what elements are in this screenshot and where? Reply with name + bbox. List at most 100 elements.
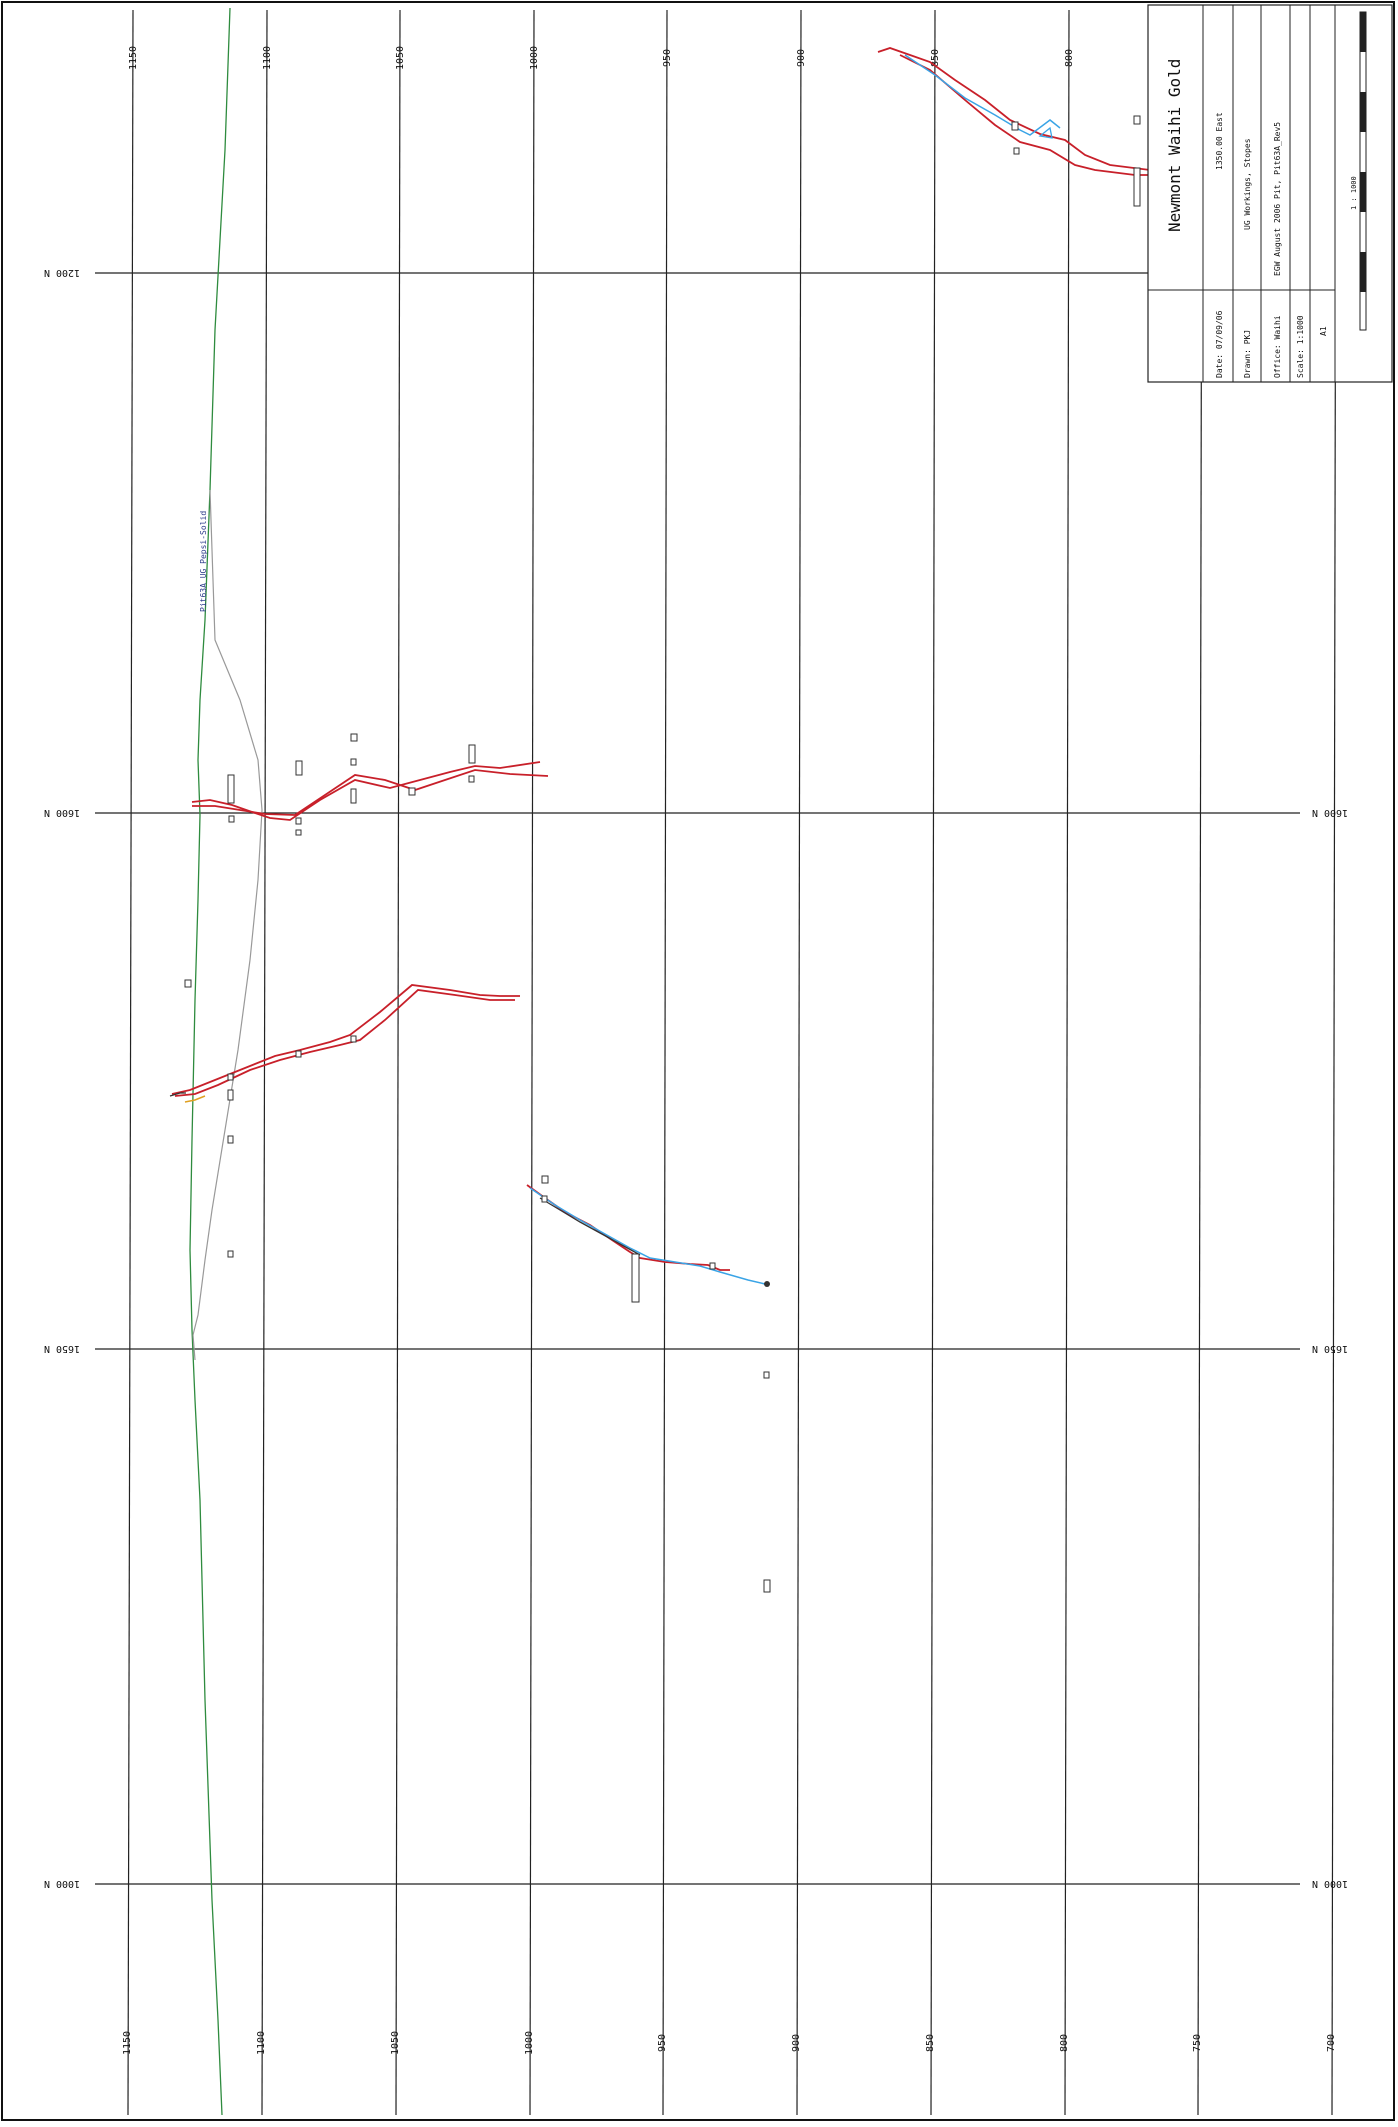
marker-19 [227,1135,234,1144]
grid-line-1050 [395,9,401,2116]
grid-line-1150 [127,9,134,2116]
marker-2 [1011,121,1019,131]
marker-18 [227,1089,234,1101]
marker-10 [350,733,358,742]
stope-outline-lower [526,1184,730,1271]
marker-22 [350,1035,357,1043]
x-label-top-1050: 1050 [395,46,406,70]
workings-mid-2 [169,984,520,1103]
marker-9 [295,829,302,836]
source-text: EGW August 2006 Pit, Pit63A_Rev5 [1273,122,1282,276]
drive-ur [904,54,1061,136]
x-label-top-1000: 1000 [529,46,540,70]
scale-bar-label: 1 : 1000 [1350,176,1358,210]
scale-bar-segment-4 [1360,252,1366,292]
marker-27 [763,1371,770,1379]
topography-line [189,7,231,2116]
marker-6 [228,815,235,823]
marker-12 [350,788,357,804]
workings-mid-1 [191,761,549,821]
stope-outline-m2-2 [174,989,515,1097]
x-label-bottom-1150: 1150 [122,2031,133,2055]
x-label-top-1150: 1150 [128,46,139,70]
marker-5 [227,774,235,804]
y-label-right-2: 1600 N [1312,807,1348,818]
section-text: 1350.00 East [1215,112,1224,170]
orange-line-m2 [184,1095,206,1103]
marker-7 [295,760,303,776]
pit-outline [192,489,263,1361]
x-label-bottom-1000: 1000 [524,2031,535,2055]
grid-line-1000 [529,9,535,2116]
x-label-bottom-950: 950 [657,2034,668,2052]
marker-26 [709,1262,716,1270]
office-text: Office: Waihi [1273,315,1282,378]
grid-line-850 [930,9,936,2116]
x-label-bottom-750: 750 [1192,2034,1203,2052]
x-label-top-800: 800 [1064,49,1075,67]
y-label-right-4: 1000 N [1312,1878,1348,1889]
stope-outline-m1-2 [192,769,549,816]
grid-line-900 [796,9,802,2116]
horizontal-grid-lines [95,272,1392,1885]
marker-13 [408,787,416,796]
pit-outline-label: Pit63A UG Pepsi-Solid [199,511,208,612]
x-label-top-900: 900 [796,49,807,67]
x-label-bottom-700: 700 [1326,2034,1337,2052]
marker-14 [468,744,476,764]
marker-24 [541,1195,548,1203]
drive-endpoint-lower [764,1281,770,1287]
dark-line-lower [539,1197,641,1256]
y-label-left-4: 1000 N [44,1878,80,1889]
drive-marker-ur [1038,126,1053,139]
scale-bar-segment-1 [1360,12,1366,52]
x-label-bottom-900: 900 [791,2034,802,2052]
x-label-bottom-800: 800 [1059,2034,1070,2052]
marker-25 [631,1253,640,1303]
grid-line-800 [1064,9,1070,2116]
x-label-top-1100: 1100 [262,46,273,70]
marker-23 [541,1175,549,1184]
stope-outline-m1-1 [191,761,541,821]
x-label-top-850: 850 [930,49,941,67]
grid-line-1100 [261,9,268,2116]
y-label-left-1: 1200 N [44,267,80,278]
title-block: Newmont Waihi Gold 1350.00 East UG Worki… [1147,4,1393,383]
drive-lower [529,1187,766,1285]
dark-line-m2 [169,1092,186,1097]
marker-21 [295,1050,302,1058]
x-label-bottom-1100: 1100 [256,2031,267,2055]
marker-1 [1133,115,1141,125]
y-label-left-2: 1600 N [44,807,80,818]
marker-17 [227,1073,234,1081]
x-label-top-950: 950 [662,49,673,67]
y-axis-labels: 1200 N 1600 N 1650 N 1000 N 1200 N 1600 … [44,267,1370,1889]
marker-28 [763,1579,771,1593]
scale-bar-segment-2 [1360,92,1366,132]
marker-16 [184,979,192,988]
drawn-text: Drawn: PKJ [1243,330,1252,378]
stope-outline-m2-1 [171,984,520,1095]
marker-3 [1013,147,1020,155]
marker-4 [1133,167,1141,207]
x-label-bottom-850: 850 [925,2034,936,2052]
x-axis-labels-bottom: 1150 1100 1050 1000 950 900 850 800 750 … [122,2031,1337,2055]
workings-lower [526,1184,770,1287]
y-label-left-3: 1650 N [44,1343,80,1354]
marker-8 [295,817,302,825]
sheet-size-text: A1 [1319,326,1328,336]
vertical-grid-lines [127,9,1337,2116]
grid-line-950 [662,9,668,2116]
drillhole-markers [184,115,1141,1593]
x-label-bottom-1050: 1050 [390,2031,401,2055]
title-block-frame [1147,4,1393,383]
scale-text: Scale: 1:1000 [1296,315,1305,378]
date-text: Date: 07/09/06 [1215,310,1224,378]
marker-15 [468,775,475,783]
marker-20 [227,1250,234,1258]
scale-bar-segment-3 [1360,172,1366,212]
marker-11 [350,758,357,766]
